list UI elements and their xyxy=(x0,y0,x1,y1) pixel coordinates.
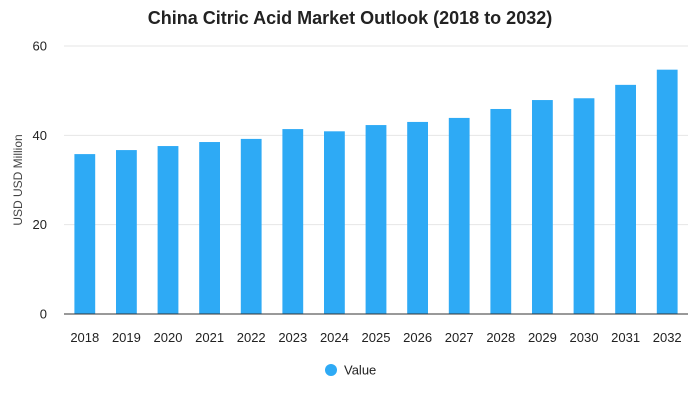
x-tick-label: 2026 xyxy=(403,330,432,345)
y-tick-label: 60 xyxy=(33,39,47,54)
bars xyxy=(74,69,678,315)
y-tick-label: 40 xyxy=(33,128,47,143)
bar-2030[interactable] xyxy=(573,98,595,314)
bar-2023[interactable] xyxy=(282,129,304,314)
x-tick-label: 2029 xyxy=(528,330,557,345)
chart-title: China Citric Acid Market Outlook (2018 t… xyxy=(147,8,553,28)
bar-2031[interactable] xyxy=(615,84,636,314)
axes: 0 20 40 60 2018 2019 2020 2021 2022 2023 2024 2025 2… xyxy=(33,39,688,345)
bar-2026[interactable] xyxy=(407,121,428,314)
x-tick-label: 2019 xyxy=(112,330,141,345)
x-tick-label: 2028 xyxy=(486,330,515,345)
y-axis-title: USD USD Million xyxy=(11,134,25,225)
legend-label: Value xyxy=(344,363,376,378)
bar-2019[interactable] xyxy=(116,150,137,314)
y-tick-label: 20 xyxy=(33,217,47,232)
bar-2025[interactable] xyxy=(365,125,387,314)
x-tick-label: 2023 xyxy=(278,330,307,345)
x-tick-label: 2018 xyxy=(70,330,99,345)
x-tick-label: 2021 xyxy=(195,330,224,345)
bar-2022[interactable] xyxy=(240,138,262,314)
bar-2032[interactable] xyxy=(656,69,678,314)
bar-2020[interactable] xyxy=(157,146,179,314)
legend[interactable]: Value xyxy=(325,363,376,378)
bar-2018[interactable] xyxy=(74,154,96,314)
bar-2024[interactable] xyxy=(324,131,345,314)
x-tick-label: 2030 xyxy=(570,330,599,345)
legend-marker xyxy=(325,364,337,376)
x-tick-label: 2032 xyxy=(653,330,682,345)
y-tick-label: 0 xyxy=(40,307,47,322)
x-tick-label: 2025 xyxy=(362,330,391,345)
bar-2029[interactable] xyxy=(532,100,553,315)
x-tick-label: 2022 xyxy=(237,330,266,345)
bar-2028[interactable] xyxy=(490,108,512,314)
x-tick-label: 2024 xyxy=(320,330,349,345)
x-tick-label: 2031 xyxy=(611,330,640,345)
x-tick-label: 2020 xyxy=(154,330,183,345)
x-tick-label: 2027 xyxy=(445,330,474,345)
bar-2021[interactable] xyxy=(199,142,220,314)
bar-2027[interactable] xyxy=(448,117,470,314)
